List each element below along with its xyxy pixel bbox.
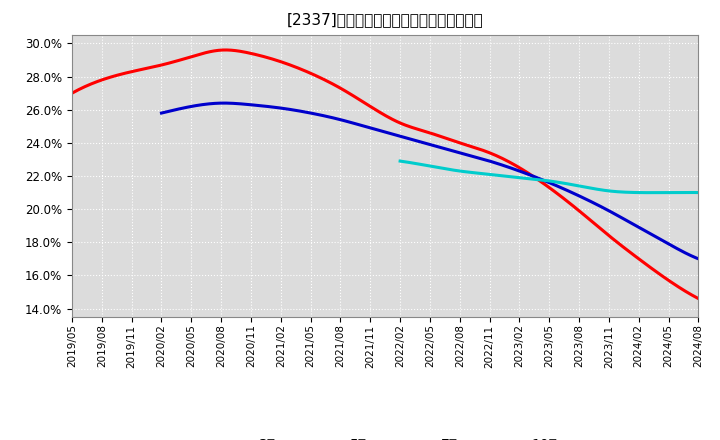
Title: [2337]　経常利益マージンの平均値の推移: [2337] 経常利益マージンの平均値の推移: [287, 12, 484, 27]
Legend: 3年, 5年, 7年, 10年: 3年, 5年, 7年, 10年: [207, 431, 563, 440]
